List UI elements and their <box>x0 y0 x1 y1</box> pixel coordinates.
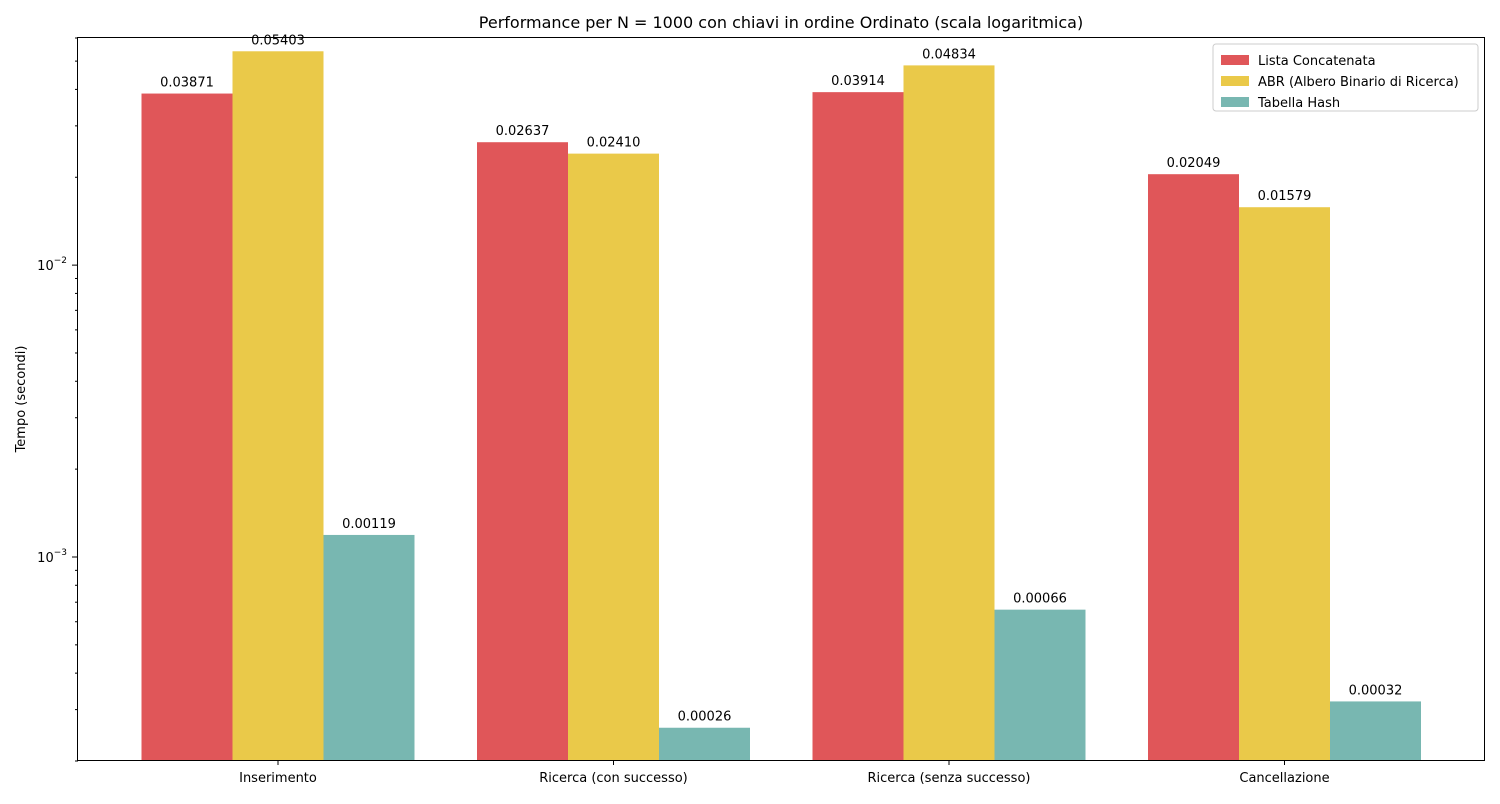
x-tick-label: Ricerca (con successo) <box>539 771 688 786</box>
chart-title: Performance per N = 1000 con chiavi in o… <box>479 13 1083 32</box>
bar <box>994 609 1086 761</box>
bar-value-label: 0.02637 <box>496 124 550 139</box>
bar-value-label: 0.02410 <box>587 136 641 151</box>
bar-value-label: 0.03871 <box>160 76 214 91</box>
bar <box>477 142 568 762</box>
x-axis: Inserimento Ricerca (con successo) Ricerca… <box>239 761 1330 786</box>
bar-value-label: 0.00066 <box>1013 592 1067 607</box>
bar <box>1239 207 1330 761</box>
bar <box>568 153 659 761</box>
y-axis-label: Tempo (secondi) <box>14 346 29 454</box>
bar-value-label: 0.05403 <box>251 33 305 48</box>
bar-value-label: 0.00119 <box>342 517 396 532</box>
bar-value-label: 0.03914 <box>831 74 885 89</box>
y-tick-label: 10−2 <box>37 256 67 274</box>
legend-swatch <box>1221 76 1249 86</box>
plot-frame <box>77 37 1485 761</box>
y-tick-base: 10 <box>37 551 54 566</box>
legend-swatch <box>1221 97 1249 107</box>
y-tick-base: 10 <box>37 259 54 274</box>
legend-entry: Lista Concatenata <box>1258 54 1376 69</box>
y-tick-exponent: −3 <box>54 548 67 558</box>
legend-entry: ABR (Albero Binario di Ricerca) <box>1258 75 1459 90</box>
bar <box>659 727 750 761</box>
legend-box <box>1212 43 1479 112</box>
bar <box>1148 174 1239 761</box>
bar <box>232 51 324 761</box>
bar <box>141 93 233 761</box>
bar-value-label: 0.04834 <box>922 47 976 62</box>
y-tick-label: 10−3 <box>37 548 67 566</box>
y-tick-exponent: −2 <box>54 256 67 266</box>
bar-value-label: 0.00026 <box>678 710 732 725</box>
y-axis: 10−210−3 <box>37 37 78 762</box>
legend: Lista Concatenata ABR (Albero Binario di … <box>1212 43 1479 112</box>
bar-value-label: 0.01579 <box>1258 189 1312 204</box>
bar-value-label: 0.02049 <box>1167 156 1221 171</box>
x-tick-label: Ricerca (senza successo) <box>868 771 1031 786</box>
bar-labels-group: 0.03871 0.02637 0.03914 0.02049 0.05403 0.024… <box>160 33 1402 724</box>
bars-group <box>141 51 1421 762</box>
x-tick-label: Inserimento <box>239 771 317 786</box>
bar-value-label: 0.00032 <box>1349 683 1403 698</box>
bar <box>323 534 415 761</box>
legend-entry: Tabella Hash <box>1257 96 1340 111</box>
bar <box>812 92 904 762</box>
legend-swatch <box>1221 55 1249 65</box>
bar <box>903 65 995 762</box>
x-tick-label: Cancellazione <box>1239 771 1329 786</box>
bar <box>1330 701 1421 761</box>
